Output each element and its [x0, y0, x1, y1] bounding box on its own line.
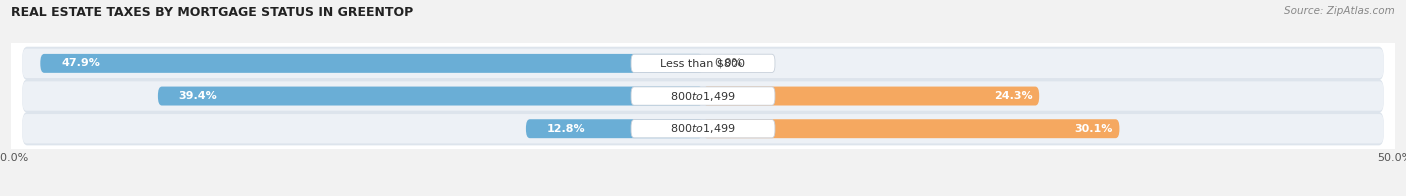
- Text: 47.9%: 47.9%: [60, 58, 100, 68]
- Text: 12.8%: 12.8%: [547, 124, 585, 134]
- Text: 30.1%: 30.1%: [1074, 124, 1112, 134]
- Text: Source: ZipAtlas.com: Source: ZipAtlas.com: [1284, 6, 1395, 16]
- FancyBboxPatch shape: [22, 79, 1384, 113]
- FancyBboxPatch shape: [631, 87, 775, 105]
- FancyBboxPatch shape: [22, 47, 1384, 80]
- FancyBboxPatch shape: [22, 81, 1384, 111]
- Text: 39.4%: 39.4%: [179, 91, 218, 101]
- FancyBboxPatch shape: [526, 119, 703, 138]
- Text: $800 to $1,499: $800 to $1,499: [671, 90, 735, 103]
- FancyBboxPatch shape: [22, 112, 1384, 145]
- FancyBboxPatch shape: [703, 119, 1119, 138]
- FancyBboxPatch shape: [22, 49, 1384, 78]
- FancyBboxPatch shape: [22, 114, 1384, 143]
- Text: Less than $800: Less than $800: [661, 58, 745, 68]
- Text: $800 to $1,499: $800 to $1,499: [671, 122, 735, 135]
- Text: REAL ESTATE TAXES BY MORTGAGE STATUS IN GREENTOP: REAL ESTATE TAXES BY MORTGAGE STATUS IN …: [11, 6, 413, 19]
- Text: 0.0%: 0.0%: [714, 58, 742, 68]
- Text: 24.3%: 24.3%: [994, 91, 1032, 101]
- FancyBboxPatch shape: [703, 87, 1039, 105]
- FancyBboxPatch shape: [157, 87, 703, 105]
- FancyBboxPatch shape: [41, 54, 703, 73]
- FancyBboxPatch shape: [631, 54, 775, 73]
- FancyBboxPatch shape: [631, 120, 775, 138]
